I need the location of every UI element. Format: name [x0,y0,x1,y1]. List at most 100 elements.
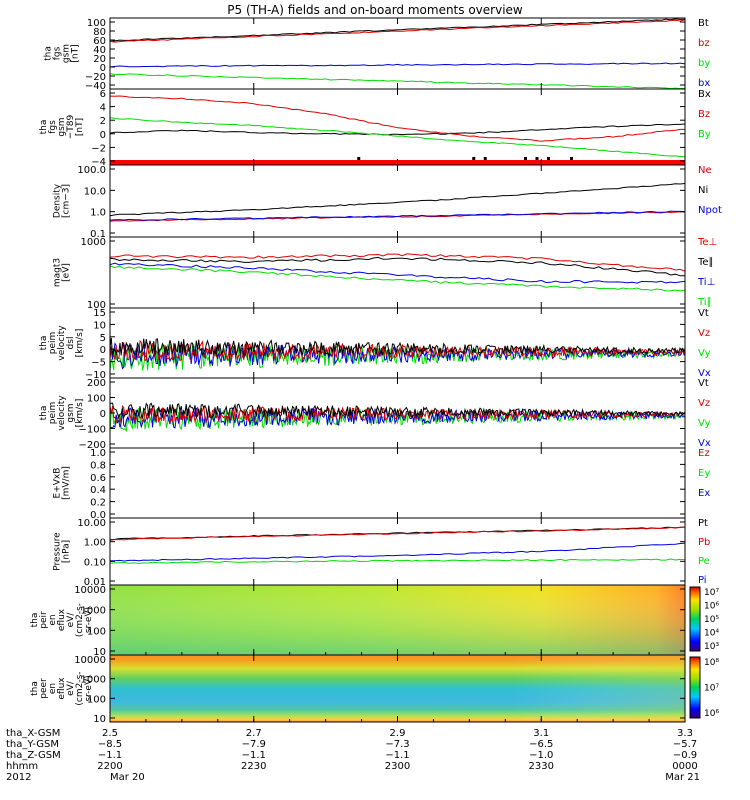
y-axis-label: Density [53,183,63,218]
series-noise-red [109,405,686,425]
y-tick-label: 100 [87,694,106,705]
legend-entry: Vt [698,378,709,389]
y-tick-label: 1.0 [90,448,106,459]
x-axis-value: 3.3 [677,728,693,739]
y-axis-label: fgs [48,120,58,134]
panel-frame [109,17,686,90]
legend-entry: Vx [698,368,711,379]
y-axis-label: peim [48,332,58,355]
y-tick-label: 40 [93,45,106,56]
legend-entry: Ti∥ [697,297,712,308]
y-axis-label: velocity [57,325,67,361]
y-axis-label: en [48,614,58,625]
y-tick-label: 2 [100,116,106,127]
legend-entry: Ex [698,488,710,499]
quality-flag-marker [472,157,476,160]
x-axis-value: 3.1 [533,728,549,739]
y-axis-label: [nT] [75,118,85,136]
series-line-Bx [109,123,686,136]
series-line-Ti⊥ [109,262,686,284]
y-tick-label: 100.0 [77,165,106,176]
x-axis-value: −1.1 [242,750,266,761]
x-axis-row-label: 2012 [6,772,31,783]
y-tick-label: 10 [93,320,106,331]
x-axis-value: Mar 20 [110,772,145,783]
panel-pressure: Pt Pb Pe Pi 10.00 1.00 0.10 0.01 Pressure [nPa] [53,517,710,588]
legend-entry: Ti⊥ [697,277,715,288]
series-line-Bz [109,19,686,43]
series-line-Pb [109,526,686,541]
y-tick-label: −2 [91,143,106,154]
y-axis-label: gsm [66,403,76,422]
x-axis-row-label: tha_X-GSM [6,728,60,739]
panel-peir-en-eflux: 10⁷ 10⁶ 10⁵ 10⁴ 10³ 10000 1000 100 10 tha peir en ef… [30,584,719,658]
quality-flag-marker [547,157,550,160]
series-line-Te∥ [109,256,686,277]
series-line-Ni [109,183,686,217]
colorbar [689,656,701,719]
legend-entry: Te⊥ [697,237,717,248]
y-tick-label: 6 [100,89,106,100]
legend-entry: Bx [698,89,711,100]
panel-frame [109,164,686,238]
y-axis-label: [km/s] [75,329,85,358]
quality-flag-marker [570,157,573,160]
legend-entry: Bz [698,109,710,120]
x-axis-value: 2230 [241,761,266,772]
y-axis-label: (cm2-s- [75,671,85,705]
y-tick-label: 20 [93,54,106,65]
y-axis-label: tha [39,336,49,351]
y-tick-label: 10.00 [77,518,106,529]
y-axis-label: dsl [66,337,76,350]
y-tick-label: −20 [85,72,106,83]
legend-entry: Te∥ [697,257,714,268]
y-tick-label: −5 [91,358,106,369]
y-axis-label: Pressure [53,532,63,571]
y-axis-label: tha [44,46,54,61]
x-axis-value: −7.9 [242,739,266,750]
legend-entry: Ey [698,468,710,479]
y-axis-label: [nT] [71,44,81,62]
legend-entry: By [698,129,711,140]
y-axis-label: [nPa] [62,540,72,563]
series-noise-black [109,402,686,420]
quality-flag-marker [483,157,487,160]
legend-entry: Vy [698,418,711,429]
series-noise-red [109,339,686,362]
y-tick-label: 1000 [81,237,106,248]
series-line-Npot [109,210,686,221]
x-axis-row-label: hhmm [6,761,38,772]
y-tick-label: −4 [91,157,106,168]
panel-fgs-gsm-t89: Bx Bz By 6 4 2 0 −2 −4 tha fgs gsm −T89 [nT] [39,88,711,168]
legend-entry: Ez [698,448,710,459]
x-axis-value: −6.5 [529,739,553,750]
panel-frame [109,236,686,309]
legend-entry: Vx [698,438,711,449]
y-tick-label: 5 [100,333,106,344]
heatmap-electron-shading [110,655,685,722]
y-axis-label: en [48,683,58,694]
y-axis-label: E+VxB [53,468,63,499]
y-axis-label: tha [39,120,49,135]
legend-entry: Vy [698,348,711,359]
series-line-Ti∥ [109,265,686,292]
x-axis-value: −1.1 [98,750,122,761]
series-line-By [109,117,686,158]
series-line-Pe [109,558,686,564]
x-axis-value: 2300 [385,761,410,772]
quality-flag-marker [535,157,539,160]
y-tick-label: −10 [85,370,106,381]
heatmap-ion-shading [110,585,685,655]
x-axis-value: 0000 [672,761,697,772]
legend-entry: Ni [698,185,708,196]
y-axis-label: fgs [53,46,63,60]
x-axis-value: 2.7 [246,728,262,739]
x-axis-value: Mar 21 [665,772,700,783]
y-tick-label: 10 [93,714,106,725]
y-tick-label: 0.10 [84,557,106,568]
y-tick-label: −100 [79,425,106,436]
x-axis-value: 2330 [529,761,554,772]
legend-entry: Ne [698,165,712,176]
